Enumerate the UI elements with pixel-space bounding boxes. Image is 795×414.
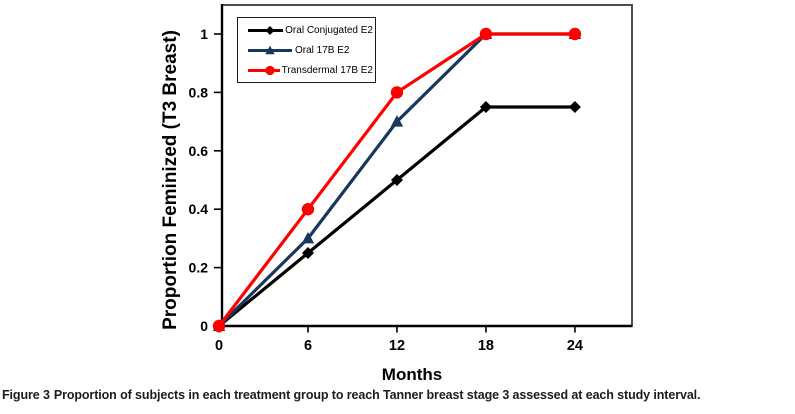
diamond-marker (479, 101, 492, 113)
triangle-marker (301, 231, 315, 244)
legend-key-diamond-icon (248, 25, 284, 35)
x-tick-label: 18 (478, 338, 494, 354)
caption-label: Figure 3 (2, 388, 50, 402)
y-tick-label: 0.4 (189, 201, 209, 217)
x-tick-label: 12 (389, 338, 405, 354)
series-oral-conjugated-e2 (213, 101, 581, 332)
triangle-marker (390, 115, 404, 127)
circle-marker (301, 203, 315, 216)
x-tick-label: 24 (567, 338, 583, 354)
diamond-marker (301, 247, 314, 259)
x-axis-title: Months (381, 365, 443, 384)
y-tick-label: 0 (200, 318, 208, 334)
triangle-marker (265, 45, 275, 54)
y-axis-title: Proportion Feminized (T3 Breast) (160, 30, 181, 330)
series-line-oral-conjugated-e2 (217, 105, 577, 328)
x-tick-label: 6 (304, 338, 312, 354)
legend-label: Oral Conjugated E2 (285, 24, 373, 36)
y-tick-label: 0.8 (189, 84, 209, 100)
x-tick-label: 0 (215, 338, 223, 354)
circle-marker (265, 65, 275, 75)
legend-item-oral-17b-e2: Oral 17B E2 (247, 44, 373, 57)
y-tick-label: 0.2 (189, 260, 209, 276)
diamond-marker (265, 25, 275, 35)
legend-item-transdermal-17b-e2: Transdermal 17B E2 (247, 64, 373, 77)
series-transdermal-17b-e2 (212, 27, 582, 333)
diamond-marker (390, 174, 403, 186)
caption-text: Proportion of subjects in each treatment… (53, 388, 701, 402)
y-tick-label: 0.6 (189, 143, 209, 159)
figure-caption: Figure 3 Proportion of subjects in each t… (2, 388, 793, 402)
legend-label: Transdermal 17B E2 (281, 64, 373, 76)
circle-marker (568, 27, 582, 41)
y-tick-label: 1 (200, 26, 208, 42)
circle-marker (479, 27, 493, 41)
circle-marker (390, 86, 404, 99)
legend-label: Oral 17B E2 (295, 44, 350, 56)
legend-item-oral-conjugated-e2: Oral Conjugated E2 (247, 24, 373, 37)
diamond-marker (568, 101, 581, 113)
legend-key-circle-icon (248, 65, 280, 75)
legend: Oral Conjugated E2 Oral 17B E2 Transdermal… (237, 17, 376, 83)
legend-key-triangle-icon (248, 45, 292, 54)
circle-marker (212, 319, 226, 333)
